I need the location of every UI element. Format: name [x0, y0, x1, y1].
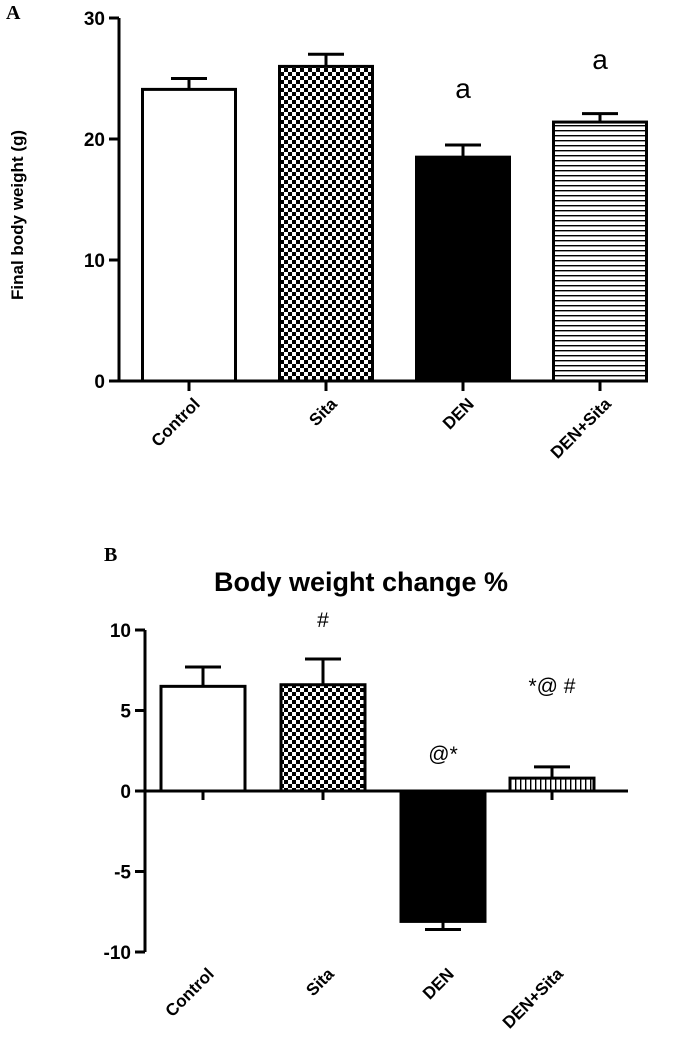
panel-b-title: Body weight change % [214, 567, 508, 597]
panel-a-y-tick-label: 0 [94, 372, 105, 393]
panel-b-chart: B Body weight change % -10 -5 0 5 10 Control… [104, 544, 628, 1032]
panel-b-y-tick-label: -10 [104, 943, 131, 964]
panel-a-y-axis-label: Final body weight (g) [8, 130, 27, 300]
x-category-label: Sita [302, 964, 338, 1000]
panel-a-letter: A [6, 2, 21, 24]
panel-a-significance-label: a [592, 44, 608, 75]
panel-a-chart: A Final body weight (g) 0 10 20 30 Control S… [6, 2, 648, 462]
panel-a-y-tick-label: 20 [84, 130, 105, 151]
panel-a-bar-den [415, 155, 511, 383]
panel-a-y-tick-label: 30 [84, 9, 105, 30]
x-category-label: DEN+Sita [547, 394, 615, 462]
panel-a-y-tick-label: 10 [84, 251, 105, 272]
panel-a-bar-control [141, 87, 237, 383]
x-category-label: DEN [419, 964, 458, 1003]
panel-b-significance-label: *@ # [528, 675, 575, 698]
x-category-label: DEN [439, 394, 478, 433]
panel-b-bar-den-sita [508, 776, 596, 793]
x-category-label: Control [148, 394, 204, 450]
panel-b-significance-label: # [317, 609, 329, 632]
x-category-label: Control [162, 964, 218, 1020]
panel-b-y-tick-label: 10 [110, 621, 131, 642]
panel-a-bar-sita [278, 64, 374, 383]
panel-b-bars: Control Sita # DEN @* DEN+Sita *@ # [159, 609, 596, 1032]
panel-b-y-tick-label: 0 [120, 782, 131, 803]
panel-b-y-tick-label: 5 [120, 702, 131, 723]
panel-b-bar-den [399, 789, 487, 923]
x-category-label: DEN+Sita [499, 964, 567, 1032]
panel-b-axes: -10 -5 0 5 10 [104, 621, 628, 964]
x-category-label: Sita [305, 394, 341, 430]
panel-a-significance-label: a [455, 73, 471, 104]
panel-b-significance-label: @* [428, 743, 458, 766]
panel-b-bar-sita [279, 683, 367, 793]
panel-a-bars: Control Sita DEN a DEN+Sita a [141, 44, 648, 462]
panel-b-bar-control [159, 684, 247, 793]
panel-b-letter: B [104, 544, 117, 566]
panel-b-y-tick-label: -5 [114, 863, 131, 884]
panel-a-bar-den-sita [552, 120, 648, 383]
